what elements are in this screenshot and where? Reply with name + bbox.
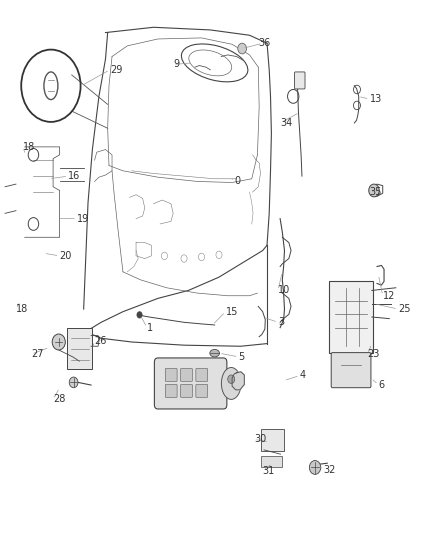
Text: 16: 16 bbox=[68, 171, 81, 181]
Polygon shape bbox=[232, 372, 244, 390]
Circle shape bbox=[369, 184, 379, 197]
Text: 27: 27 bbox=[31, 349, 44, 359]
Text: 26: 26 bbox=[95, 336, 107, 346]
FancyBboxPatch shape bbox=[196, 368, 208, 381]
Text: 3: 3 bbox=[278, 317, 284, 327]
Text: 36: 36 bbox=[258, 38, 271, 48]
Text: 31: 31 bbox=[263, 466, 275, 476]
Text: 19: 19 bbox=[77, 214, 89, 224]
FancyBboxPatch shape bbox=[294, 72, 305, 89]
Text: 10: 10 bbox=[278, 286, 290, 295]
Text: 9: 9 bbox=[173, 60, 179, 69]
Text: 25: 25 bbox=[398, 304, 410, 314]
FancyBboxPatch shape bbox=[180, 384, 192, 397]
Text: 4: 4 bbox=[300, 370, 306, 381]
Text: 28: 28 bbox=[53, 394, 65, 405]
Circle shape bbox=[228, 375, 235, 383]
Text: 1: 1 bbox=[147, 322, 153, 333]
Ellipse shape bbox=[210, 350, 219, 357]
Ellipse shape bbox=[221, 368, 241, 399]
Text: 6: 6 bbox=[378, 379, 385, 390]
Text: 30: 30 bbox=[254, 434, 266, 445]
Text: 35: 35 bbox=[370, 187, 382, 197]
Text: 20: 20 bbox=[60, 251, 72, 261]
Text: 18: 18 bbox=[22, 142, 35, 152]
FancyBboxPatch shape bbox=[261, 456, 282, 467]
FancyBboxPatch shape bbox=[261, 429, 284, 451]
Text: 12: 12 bbox=[383, 290, 395, 301]
Text: 18: 18 bbox=[16, 304, 28, 314]
FancyBboxPatch shape bbox=[165, 368, 177, 381]
Text: 29: 29 bbox=[110, 65, 122, 75]
Circle shape bbox=[69, 377, 78, 387]
Text: 0: 0 bbox=[234, 176, 240, 187]
FancyBboxPatch shape bbox=[165, 384, 177, 397]
Circle shape bbox=[238, 43, 247, 54]
Text: 13: 13 bbox=[370, 94, 382, 104]
Text: 15: 15 bbox=[226, 306, 238, 317]
FancyBboxPatch shape bbox=[196, 384, 208, 397]
FancyBboxPatch shape bbox=[180, 368, 192, 381]
Text: 32: 32 bbox=[324, 465, 336, 474]
Circle shape bbox=[52, 334, 65, 350]
FancyBboxPatch shape bbox=[329, 281, 373, 353]
Text: 34: 34 bbox=[280, 118, 293, 128]
FancyBboxPatch shape bbox=[331, 353, 371, 387]
FancyBboxPatch shape bbox=[67, 328, 92, 368]
Circle shape bbox=[309, 461, 321, 474]
Text: 23: 23 bbox=[367, 349, 380, 359]
Circle shape bbox=[137, 312, 142, 318]
Text: 5: 5 bbox=[239, 352, 245, 362]
FancyBboxPatch shape bbox=[154, 358, 227, 409]
